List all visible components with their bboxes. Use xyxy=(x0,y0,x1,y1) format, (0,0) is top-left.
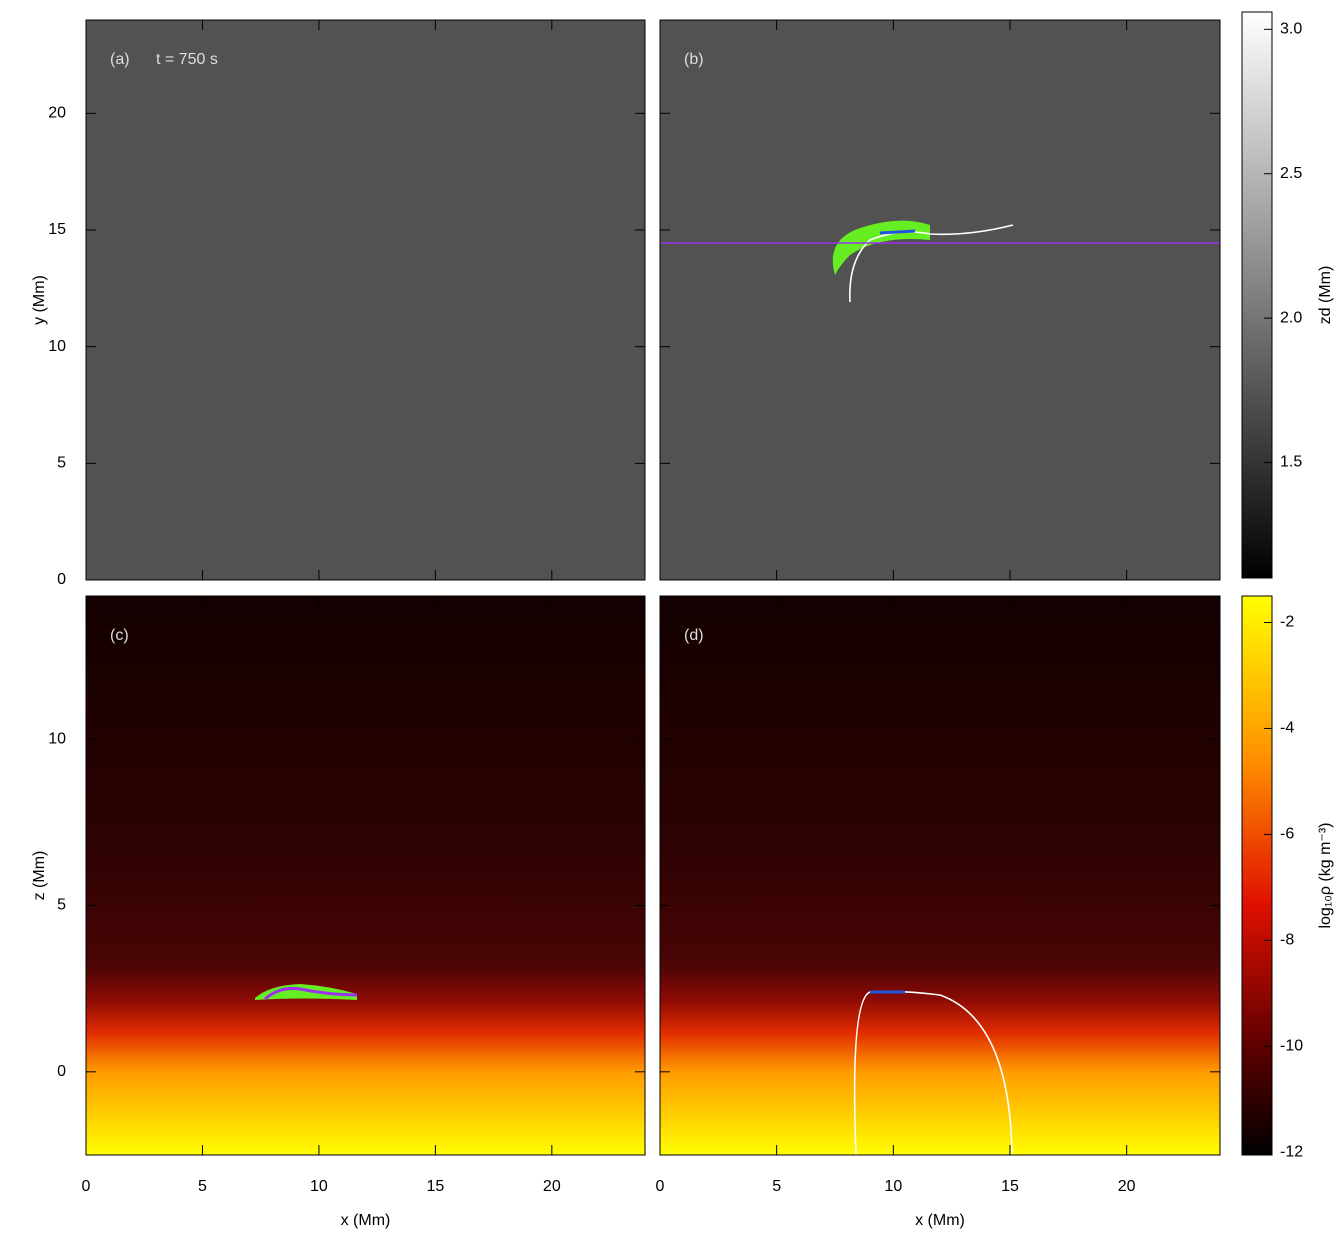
panel-frame xyxy=(85,19,646,581)
x-tick-label: 20 xyxy=(543,1178,561,1195)
colorbar-frame xyxy=(1241,595,1273,1156)
y-tick-label: 5 xyxy=(57,897,66,914)
panel-frame xyxy=(659,595,1221,1156)
x-tick-label: 15 xyxy=(1001,1178,1019,1195)
x-tick-label: 10 xyxy=(884,1178,902,1195)
x-tick-label: 5 xyxy=(772,1178,781,1195)
annotation: t = 750 s xyxy=(156,51,218,68)
colorbar-tick-label: 2.5 xyxy=(1280,165,1302,182)
colorbar-tick-label: -2 xyxy=(1280,614,1294,631)
x-tick-label: 0 xyxy=(656,1178,665,1195)
y-tick-label: 0 xyxy=(57,1063,66,1080)
y-axis-label: z (Mm) xyxy=(31,851,48,901)
colorbar-frame xyxy=(1241,11,1273,579)
panel-label: (a) xyxy=(110,51,130,68)
panel-label: (c) xyxy=(110,627,129,644)
panel-frame xyxy=(85,595,646,1156)
y-tick-label: 10 xyxy=(48,338,66,355)
y-tick-label: 10 xyxy=(48,730,66,747)
y-axis-label: y (Mm) xyxy=(31,275,48,325)
colorbar-label: log₁₀ρ (kg m⁻³) xyxy=(1317,822,1334,928)
colorbar-tick-label: 2.0 xyxy=(1280,309,1302,326)
y-tick-label: 5 xyxy=(57,455,66,472)
y-tick-label: 15 xyxy=(48,221,66,238)
colorbar-tick-label: -4 xyxy=(1280,720,1294,737)
x-axis-label: x (Mm) xyxy=(341,1212,391,1229)
x-tick-label: 20 xyxy=(1118,1178,1136,1195)
panel-images xyxy=(86,12,1272,1155)
colorbar-tick-label: -6 xyxy=(1280,826,1294,843)
x-tick-label: 15 xyxy=(426,1178,444,1195)
panel-label: (d) xyxy=(684,627,704,644)
x-tick-label: 0 xyxy=(82,1178,91,1195)
colorbar-tick-label: 3.0 xyxy=(1280,21,1302,38)
x-tick-label: 10 xyxy=(310,1178,328,1195)
x-tick-label: 5 xyxy=(198,1178,207,1195)
colorbar-tick-label: 1.5 xyxy=(1280,454,1302,471)
y-tick-label: 20 xyxy=(48,105,66,122)
colorbar-tick-label: -12 xyxy=(1280,1144,1303,1161)
panel-label: (b) xyxy=(684,51,704,68)
colorbar-tick-label: -8 xyxy=(1280,932,1294,949)
colorbar-label: zd (Mm) xyxy=(1317,266,1334,325)
overlays xyxy=(255,220,1220,1156)
panel-frame xyxy=(659,19,1221,581)
y-tick-label: 0 xyxy=(57,571,66,588)
x-axis-label: x (Mm) xyxy=(915,1212,965,1229)
colorbar-tick-label: -10 xyxy=(1280,1038,1303,1055)
